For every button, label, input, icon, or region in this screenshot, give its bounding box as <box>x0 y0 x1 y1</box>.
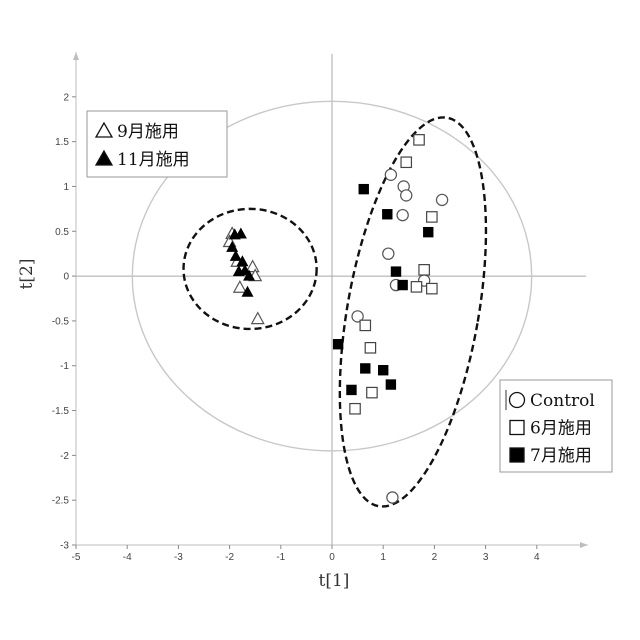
x-tick-label: -1 <box>276 552 285 563</box>
legend-marker <box>510 421 524 435</box>
x-tick-label: 1 <box>380 552 386 563</box>
y-axis-title: t[2] <box>17 259 37 290</box>
y-tick-label: -3 <box>60 541 69 552</box>
legend-label: 9月施用 <box>117 122 179 142</box>
legend-top-left: 9月施用 11月施用 <box>87 111 227 177</box>
x-tick-label: -4 <box>123 552 132 563</box>
data-point-square-filled <box>423 227 433 237</box>
data-point-circle-open <box>397 210 408 221</box>
legend-label: Control <box>530 391 595 411</box>
data-point-square-filled <box>391 266 401 276</box>
x-tick-label: 0 <box>329 552 335 563</box>
data-point-square-open <box>367 387 377 397</box>
x-axis-title: t[1] <box>319 571 350 591</box>
data-point-circle-open <box>387 492 398 503</box>
data-point-square-filled <box>386 379 396 389</box>
x-tick-label: 4 <box>534 552 540 563</box>
data-point-square-filled <box>378 365 388 375</box>
data-point-square-open <box>414 135 424 145</box>
data-point-circle-open <box>401 190 412 201</box>
legend-label: 6月施用 <box>530 419 592 439</box>
data-point-square-open <box>427 212 437 222</box>
y-tick-label: 0.5 <box>55 227 69 238</box>
x-tick-label: -3 <box>174 552 183 563</box>
legend-label: 7月施用 <box>530 446 592 466</box>
data-point-square-open <box>411 282 421 292</box>
y-tick-label: 0 <box>63 272 69 283</box>
y-tick-label: -1 <box>60 361 69 372</box>
x-tick-label: 2 <box>432 552 438 563</box>
data-point-square-open <box>419 265 429 275</box>
y-tick-label: -2 <box>60 451 69 462</box>
legend-bottom-right: Control 6月施用 7月施用 <box>500 380 612 472</box>
data-point-square-open <box>401 157 411 167</box>
y-tick-label: -0.5 <box>52 316 70 327</box>
data-point-square-filled <box>397 280 407 290</box>
y-tick-label: 1 <box>63 182 69 193</box>
x-tick-label: 3 <box>483 552 489 563</box>
y-tick-label: -1.5 <box>52 406 70 417</box>
data-point-circle-open <box>436 194 447 205</box>
x-tick-label: -2 <box>225 552 234 563</box>
data-point-square-open <box>350 404 360 414</box>
data-point-square-open <box>360 320 370 330</box>
data-point-square-open <box>365 343 375 353</box>
data-point-square-filled <box>382 209 392 219</box>
data-point-square-open <box>427 283 437 293</box>
legend-marker <box>510 448 524 462</box>
x-tick-label: -5 <box>72 552 81 563</box>
y-tick-label: -2.5 <box>52 496 70 507</box>
legend-marker <box>510 393 525 408</box>
data-point-square-filled <box>360 363 370 373</box>
y-tick-label: 1.5 <box>55 137 69 148</box>
data-point-square-filled <box>359 184 369 194</box>
data-point-circle-open <box>383 248 394 259</box>
y-tick-label: 2 <box>63 92 69 103</box>
data-point-square-filled <box>346 385 356 395</box>
data-point-square-filled <box>333 339 343 349</box>
data-point-circle-open <box>385 169 396 180</box>
legend-label: 11月施用 <box>117 150 190 170</box>
